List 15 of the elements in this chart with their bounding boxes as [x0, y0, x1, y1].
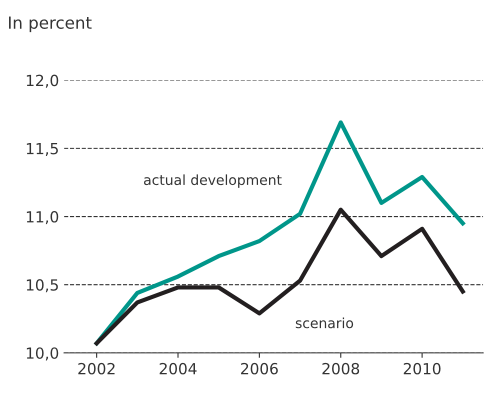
x-tick-label: 2010: [404, 362, 441, 374]
chart-title: In percent: [9, 16, 92, 32]
series-label: scenario: [296, 318, 354, 328]
x-tick-label: 2006: [241, 362, 278, 374]
x-tick-label: 2004: [160, 362, 197, 374]
y-tick-label: 11,5: [26, 143, 58, 156]
y-tick-label: 11,0: [26, 211, 58, 224]
line-series: [94, 208, 465, 346]
x-tick-label: 2002: [78, 362, 115, 374]
y-tick-label: 12,0: [26, 74, 58, 88]
x-tick-label: 2008: [322, 362, 360, 374]
y-tick-label: 10,0: [26, 347, 58, 360]
series-label: actual development: [144, 174, 282, 188]
y-tick-label: 10,5: [26, 279, 58, 292]
line-series: [94, 120, 465, 346]
